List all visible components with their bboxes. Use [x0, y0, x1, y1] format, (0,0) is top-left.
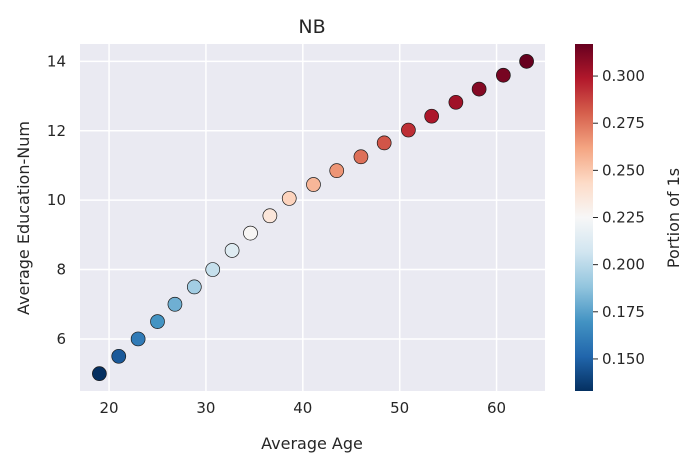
colorbar-tick-label: 0.225	[602, 209, 645, 227]
chart-title: NB	[298, 16, 325, 38]
data-point	[186, 279, 202, 295]
data-point	[401, 122, 416, 138]
y-axis-ticks: 6 8 10 12 14	[47, 52, 66, 348]
data-point	[353, 149, 369, 165]
x-tick-label: 50	[390, 399, 409, 417]
x-tick-label: 60	[487, 399, 506, 417]
colorbar-ticks: 0.150 0.175 0.200 0.225 0.250 0.275 0.300	[593, 67, 645, 368]
x-axis-ticks: 20 30 40 50 60	[100, 399, 507, 417]
x-tick-label: 20	[100, 399, 119, 417]
colorbar-tick-label: 0.275	[602, 114, 645, 132]
colorbar-tick-label: 0.150	[602, 350, 645, 368]
data-point	[306, 177, 321, 192]
data-points	[92, 53, 534, 381]
y-tick-label: 10	[47, 191, 66, 209]
data-point	[130, 331, 146, 347]
plot-area	[80, 44, 545, 391]
data-point	[243, 225, 258, 241]
x-tick-label: 30	[196, 399, 215, 417]
data-point	[471, 81, 487, 97]
data-point	[262, 208, 278, 224]
grid	[80, 44, 545, 391]
x-tick-label: 40	[293, 399, 312, 417]
x-axis-label: Average Age	[261, 434, 363, 453]
data-point	[424, 108, 440, 124]
colorbar-label: Portion of 1s	[664, 168, 683, 268]
data-point	[281, 191, 297, 206]
data-point	[495, 67, 511, 83]
data-point	[329, 163, 345, 179]
data-point	[224, 243, 240, 258]
data-point	[205, 262, 221, 277]
colorbar-tick-label: 0.300	[602, 67, 645, 85]
data-point	[519, 53, 534, 69]
data-point	[448, 94, 464, 110]
data-point	[376, 135, 392, 151]
data-point	[92, 366, 107, 381]
y-tick-label: 14	[47, 52, 66, 70]
colorbar-tick-label: 0.175	[602, 303, 645, 321]
data-point	[111, 348, 127, 364]
y-tick-label: 12	[47, 122, 66, 140]
y-tick-label: 8	[56, 261, 66, 279]
colorbar	[575, 44, 593, 391]
data-point	[167, 296, 183, 312]
colorbar-tick-label: 0.250	[602, 161, 645, 179]
colorbar-tick-label: 0.200	[602, 256, 645, 274]
y-tick-label: 6	[56, 330, 66, 348]
y-axis-label: Average Education-Num	[14, 121, 33, 315]
data-point	[150, 314, 165, 329]
